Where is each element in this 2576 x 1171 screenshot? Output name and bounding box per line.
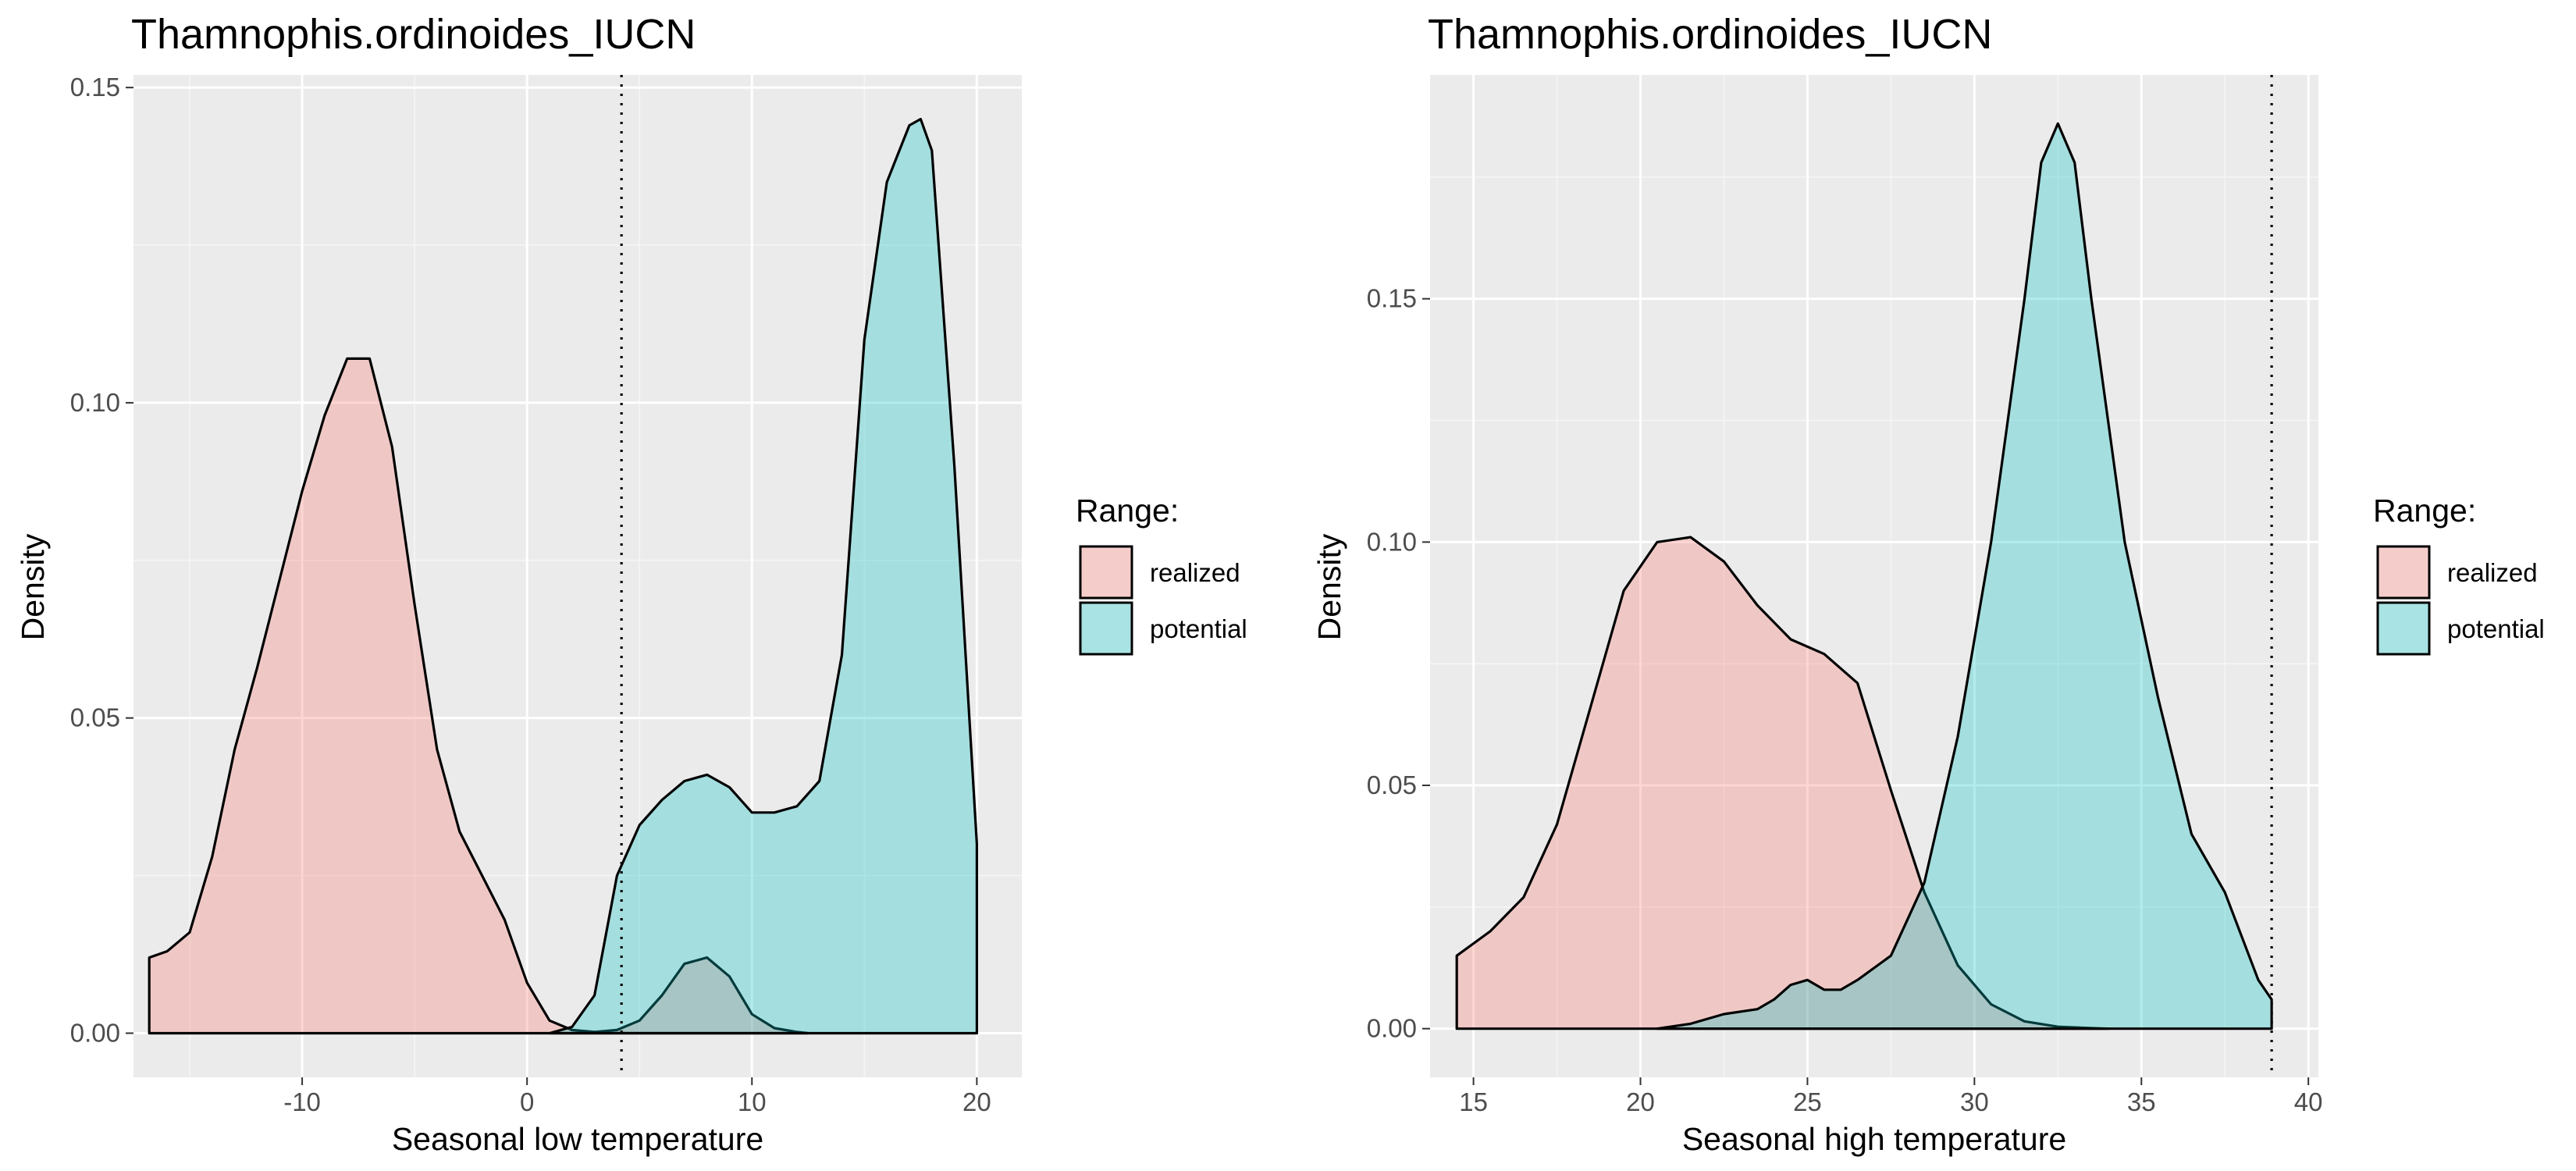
x-tick-label: 35 — [2127, 1087, 2156, 1116]
x-tick-label: 30 — [1960, 1087, 1989, 1116]
legend-title: Range: — [2373, 493, 2476, 529]
x-tick-label: 40 — [2294, 1087, 2323, 1116]
x-tick-label: 20 — [1626, 1087, 1655, 1116]
y-axis-title: Density — [1311, 533, 1347, 640]
y-tick-label: 0.10 — [70, 388, 120, 417]
legend-title: Range: — [1076, 493, 1179, 529]
potential-density-area — [548, 117, 978, 1035]
y-tick-label: 0.10 — [1367, 527, 1417, 556]
x-tick-label: 15 — [1459, 1087, 1488, 1116]
legend-key-bg — [1080, 603, 1132, 654]
y-axis-title: Density — [15, 533, 51, 640]
high-temperature-density-chart: 15 20 25 30 35 40 0.00 0.05 0.10 0.15 Thamnophis.o… — [1311, 11, 2545, 1157]
legend-key-bg — [2378, 603, 2429, 654]
chart-title: Thamnophis.ordinoides_IUCN — [131, 11, 696, 58]
y-tick-label: 0.05 — [1367, 771, 1417, 799]
x-tick-label: 20 — [962, 1087, 991, 1116]
realized-legend-key — [1079, 545, 1133, 600]
realized-density-area — [148, 357, 809, 1035]
x-axis-title: Seasonal high temperature — [1682, 1121, 2066, 1157]
legend-key-bg — [2378, 546, 2429, 598]
x-tick-label: 25 — [1793, 1087, 1822, 1116]
potential-density-area — [1656, 122, 2273, 1030]
plot-panel — [1430, 75, 2318, 1077]
potential-legend-key — [1079, 601, 1133, 656]
legend-label: potential — [2447, 614, 2545, 643]
legend-label: potential — [1150, 614, 1247, 643]
legend-label: realized — [2447, 558, 2538, 587]
potential-legend-key — [2376, 601, 2431, 656]
realized-density-area — [1455, 536, 2110, 1030]
x-tick-label: -10 — [283, 1087, 321, 1116]
legend-label: realized — [1150, 558, 1240, 587]
legend: Range: realized potential — [2373, 493, 2545, 656]
y-tick-label: 0.00 — [1367, 1014, 1417, 1043]
y-tick-label: 0.15 — [70, 73, 120, 101]
legend-key-bg — [1080, 546, 1132, 598]
chart-title: Thamnophis.ordinoides_IUCN — [1428, 11, 1992, 58]
realized-legend-key — [2376, 545, 2431, 600]
x-tick-label: 0 — [520, 1087, 534, 1116]
y-tick-label: 0.00 — [70, 1018, 120, 1047]
legend: Range: realized potential — [1076, 493, 1247, 656]
y-tick-label: 0.05 — [70, 703, 120, 732]
low-temperature-density-chart: -10 0 10 20 0.00 0.05 0.10 0.15 Thamnophis.ordin… — [15, 11, 1247, 1157]
x-axis-title: Seasonal low temperature — [392, 1121, 763, 1157]
y-tick-label: 0.15 — [1367, 284, 1417, 313]
x-tick-label: 10 — [738, 1087, 767, 1116]
